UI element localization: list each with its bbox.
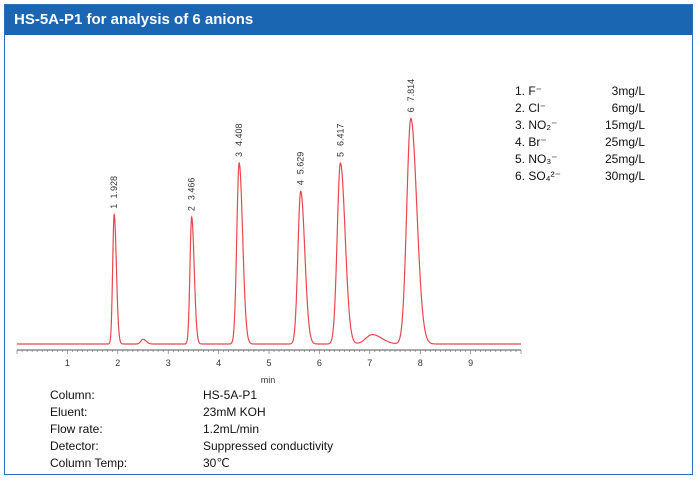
peak-retention-time: 3.466 [187, 178, 197, 201]
page-title: HS-5A-P1 for analysis of 6 anions [5, 5, 692, 35]
x-tick-label: 5 [266, 358, 271, 368]
peak-labels: 1 1.928 2 3.466 3 4.408 4 5.629 5 6.417 6 7.814 [109, 79, 416, 211]
legend-row: 1. F⁻ 3mg/L [515, 83, 645, 100]
legend-row: 3. NO₂⁻ 15mg/L [515, 117, 645, 134]
legend-row: 2. Cl⁻ 6mg/L [515, 100, 645, 117]
x-tick-label: 1 [65, 358, 70, 368]
legend-row: 6. SO₄²⁻ 30mg/L [515, 168, 645, 185]
condition-value: 23mM KOH [203, 405, 266, 419]
condition-value: HS-5A-P1 [203, 388, 258, 402]
x-tick-label: 8 [418, 358, 423, 368]
conditions-list: Column: HS-5A-P1 Eluent: 23mM KOH Flow rate:… [50, 387, 450, 472]
x-axis-label: min [261, 375, 276, 385]
condition-key: Flow rate: [50, 422, 103, 436]
condition-row: Flow rate: 1.2mL/min [50, 421, 450, 438]
x-tick-label: 6 [317, 358, 322, 368]
x-tick-label: 2 [115, 358, 120, 368]
peak-label: 6 7.814 [406, 79, 416, 113]
condition-key: Eluent: [50, 405, 88, 419]
legend-row: 5. NO₃⁻ 25mg/L [515, 151, 645, 168]
condition-row: Eluent: 23mM KOH [50, 404, 450, 421]
peak-id: 3 [234, 152, 244, 157]
condition-key: Detector: [50, 439, 99, 453]
legend-ion: 6. SO₄²⁻ [515, 169, 561, 183]
legend-concentration: 25mg/L [604, 152, 645, 166]
peak-retention-time: 7.814 [406, 79, 416, 102]
peak-id: 5 [335, 152, 345, 157]
chromatogram-trace [17, 117, 521, 345]
condition-row: Column Temp: 30℃ [50, 455, 450, 472]
peak-label: 5 6.417 [335, 123, 345, 157]
x-axis: 1 2 3 4 5 6 7 8 9 [16, 349, 522, 368]
x-tick-label: 9 [468, 358, 473, 368]
condition-key: Column: [50, 388, 95, 402]
peak-retention-time: 5.629 [296, 152, 306, 175]
x-tick-label: 7 [367, 358, 372, 368]
condition-value: 30℃ [203, 456, 230, 470]
condition-row: Column: HS-5A-P1 [50, 387, 450, 404]
peak-id: 6 [406, 107, 416, 112]
chromatogram-chart: 1 2 3 4 5 6 7 8 9 1 1.928 2 3.466 3 4.408 4 5.629 5 6.417… [16, 79, 522, 385]
condition-value: Suppressed conductivity [203, 439, 334, 453]
peak-label: 3 4.408 [234, 123, 244, 157]
x-tick-label: 3 [166, 358, 171, 368]
peak-retention-time: 6.417 [335, 123, 345, 146]
ion-legend: 1. F⁻ 3mg/L 2. Cl⁻ 6mg/L 3. NO₂⁻ 15mg/L 4. Br⁻… [515, 83, 645, 185]
legend-ion: 5. NO₃⁻ [515, 152, 558, 166]
legend-row: 4. Br⁻ 25mg/L [515, 134, 645, 151]
chart-frame: HS-5A-P1 for analysis of 6 anions 1 2 3 4 5 6… [4, 4, 693, 475]
legend-concentration: 3mg/L [611, 84, 645, 98]
legend-concentration: 6mg/L [611, 101, 645, 115]
legend-concentration: 15mg/L [604, 118, 645, 132]
peak-label: 1 1.928 [109, 176, 119, 209]
legend-ion: 4. Br⁻ [515, 135, 547, 149]
legend-ion: 2. Cl⁻ [515, 101, 547, 115]
condition-value: 1.2mL/min [203, 422, 260, 436]
legend-concentration: 25mg/L [604, 135, 645, 149]
peak-label: 2 3.466 [187, 178, 197, 212]
legend-concentration: 30mg/L [604, 169, 645, 183]
legend-ion: 3. NO₂⁻ [515, 118, 558, 132]
peak-id: 2 [187, 206, 197, 211]
condition-key: Column Temp: [50, 456, 128, 470]
peak-retention-time: 4.408 [234, 123, 244, 146]
peak-id: 1 [109, 204, 119, 209]
legend-ion: 1. F⁻ [515, 84, 543, 98]
peak-retention-time: 1.928 [109, 176, 119, 199]
peak-id: 4 [296, 180, 306, 185]
x-tick-label: 4 [216, 358, 221, 368]
condition-row: Detector: Suppressed conductivity [50, 438, 450, 455]
peak-label: 4 5.629 [296, 152, 306, 186]
